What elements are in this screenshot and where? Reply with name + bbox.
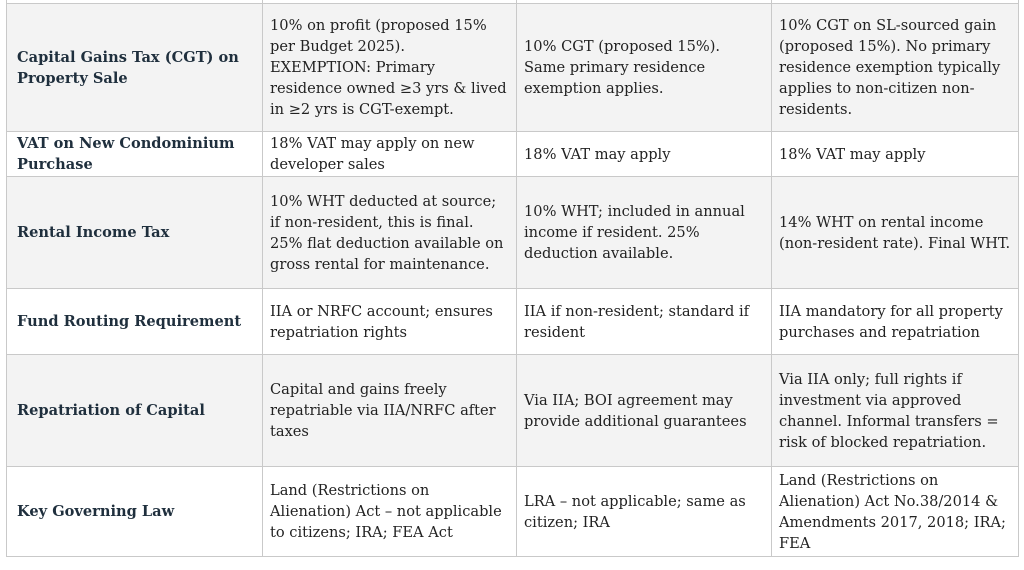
row-label: Fund Routing Requirement xyxy=(6,288,263,355)
table-cell: 10% CGT (proposed 15%). Same primary res… xyxy=(516,3,772,132)
tax-comparison-table: Capital Gains Tax (CGT) on Property Sale… xyxy=(6,0,1019,557)
table-cell: Via IIA; BOI agreement may provide addit… xyxy=(516,354,772,467)
row-label: Capital Gains Tax (CGT) on Property Sale xyxy=(6,3,263,132)
table-row-fund-routing: Fund Routing Requirement IIA or NRFC acc… xyxy=(6,288,1019,355)
table-cell: LRA – not applicable; same as citizen; I… xyxy=(516,466,772,557)
table-cell: IIA if non-resident; standard if residen… xyxy=(516,288,772,355)
table-cell: IIA mandatory for all property purchases… xyxy=(771,288,1019,355)
table-row-rental-income-tax: Rental Income Tax 10% WHT deducted at so… xyxy=(6,176,1019,289)
table-cell: Via IIA only; full rights if investment … xyxy=(771,354,1019,467)
table-cell: Land (Restrictions on Alienation) Act – … xyxy=(262,466,517,557)
table-cell: 18% VAT may apply xyxy=(771,131,1019,177)
table-row-capital-gains-tax: Capital Gains Tax (CGT) on Property Sale… xyxy=(6,3,1019,132)
table-cell: Land (Restrictions on Alienation) Act No… xyxy=(771,466,1019,557)
table-row-repatriation: Repatriation of Capital Capital and gain… xyxy=(6,354,1019,467)
row-label: VAT on New Condominium Purchase xyxy=(6,131,263,177)
table-cell: 10% on profit (proposed 15% per Budget 2… xyxy=(262,3,517,132)
row-label: Key Governing Law xyxy=(6,466,263,557)
table-cell: 14% WHT on rental income (non-resident r… xyxy=(771,176,1019,289)
table-cell: 10% WHT; included in annual income if re… xyxy=(516,176,772,289)
table-row-governing-law: Key Governing Law Land (Restrictions on … xyxy=(6,466,1019,557)
table-cell: Capital and gains freely repatriable via… xyxy=(262,354,517,467)
row-label: Rental Income Tax xyxy=(6,176,263,289)
table-cell: 18% VAT may apply on new developer sales xyxy=(262,131,517,177)
table-cell: 18% VAT may apply xyxy=(516,131,772,177)
table-cell: 10% CGT on SL-sourced gain (proposed 15%… xyxy=(771,3,1019,132)
table-cell: 10% WHT deducted at source; if non-resid… xyxy=(262,176,517,289)
row-label: Repatriation of Capital xyxy=(6,354,263,467)
table-row-vat: VAT on New Condominium Purchase 18% VAT … xyxy=(6,131,1019,177)
table-cell: IIA or NRFC account; ensures repatriatio… xyxy=(262,288,517,355)
